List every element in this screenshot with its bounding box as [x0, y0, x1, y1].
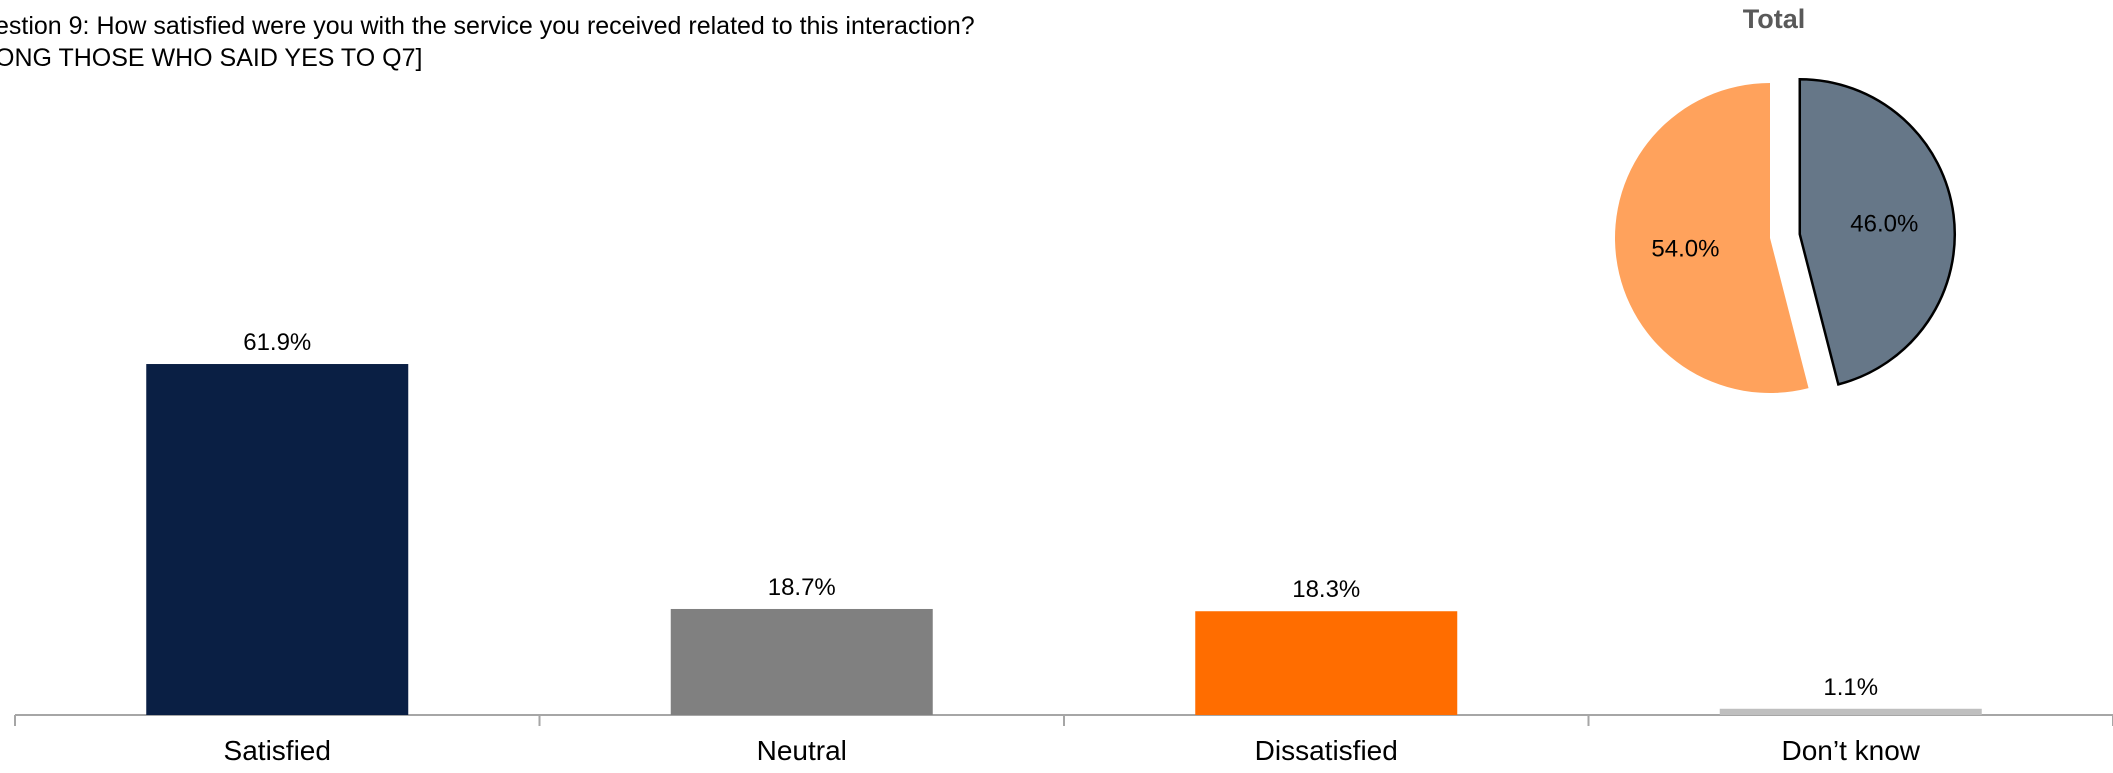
bar	[670, 608, 933, 715]
pie-chart: Total 46.0% 54.0%	[1615, 4, 1957, 393]
bar	[1719, 708, 1982, 715]
pie-title: Total	[1743, 4, 1806, 34]
bar-value-label: 18.7%	[768, 574, 836, 601]
pie-slice	[1798, 77, 1957, 386]
category-label: Satisfied	[224, 735, 331, 766]
bar-chart: 61.9% Satisfied 18.7% Neutral 18.3% Dissatisf…	[14, 329, 2113, 766]
pie-slice-label: 54.0%	[1651, 236, 1719, 263]
bar	[146, 364, 409, 715]
question-line-2: ONG THOSE WHO SAID YES TO Q7]	[0, 44, 422, 72]
category-label: Don’t know	[1781, 735, 1920, 766]
category-label: Neutral	[757, 735, 847, 766]
bar-value-label: 18.3%	[1292, 576, 1360, 603]
pie-slice	[1615, 83, 1809, 393]
pie-slice-label: 46.0%	[1850, 211, 1918, 238]
category-label: Dissatisfied	[1255, 735, 1398, 766]
question-line-1: estion 9: How satisfied were you with th…	[0, 12, 975, 40]
bar-value-label: 61.9%	[243, 329, 311, 356]
bar-value-label: 1.1%	[1823, 674, 1878, 701]
bar	[1195, 611, 1458, 715]
